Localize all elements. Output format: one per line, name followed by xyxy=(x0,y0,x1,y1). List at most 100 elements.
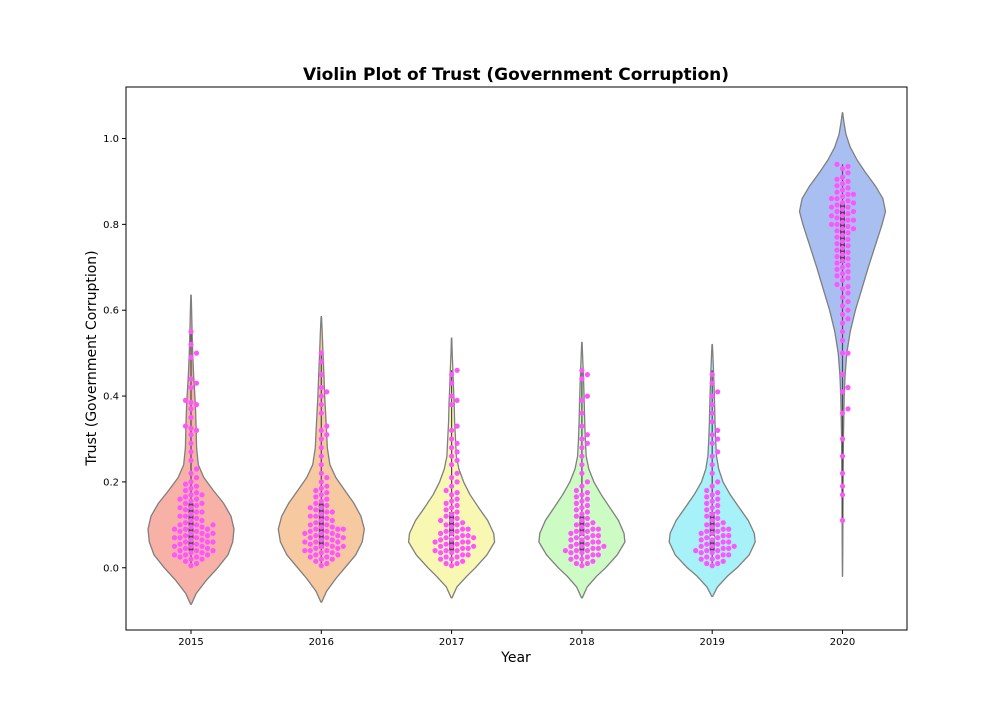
data-point-2020 xyxy=(828,221,835,227)
data-point-2015 xyxy=(193,515,200,522)
data-point-2018 xyxy=(595,552,602,558)
data-point-2019 xyxy=(715,541,721,547)
data-point-2015 xyxy=(182,520,189,526)
data-point-2020 xyxy=(839,219,846,225)
data-point-2018 xyxy=(579,543,585,549)
data-point-2015 xyxy=(193,402,200,408)
data-point-2018 xyxy=(579,498,585,504)
data-point-2019 xyxy=(709,419,715,425)
data-point-2018 xyxy=(579,453,585,459)
data-point-2015 xyxy=(182,507,189,513)
data-point-2019 xyxy=(720,545,726,552)
data-point-2016 xyxy=(318,359,324,365)
data-point-2016 xyxy=(324,515,330,522)
data-point-2016 xyxy=(324,535,330,541)
data-point-2017 xyxy=(443,522,449,528)
data-point-2020 xyxy=(839,264,846,270)
data-point-2016 xyxy=(313,545,319,552)
data-point-2015 xyxy=(177,513,183,519)
data-point-2018 xyxy=(568,543,574,549)
data-point-2020 xyxy=(839,206,846,212)
data-point-2020 xyxy=(845,170,851,176)
data-point-2017 xyxy=(465,545,471,552)
data-point-2015 xyxy=(193,490,200,496)
data-point-2017 xyxy=(454,535,460,541)
data-point-2018 xyxy=(579,423,585,429)
data-point-2015 xyxy=(199,509,205,515)
data-point-2015 xyxy=(188,479,194,485)
data-point-2017 xyxy=(449,530,455,537)
data-point-2019 xyxy=(709,380,715,386)
data-point-2016 xyxy=(318,393,324,399)
data-point-2016 xyxy=(335,552,341,558)
data-point-2017 xyxy=(454,541,460,547)
data-point-2015 xyxy=(204,545,211,552)
data-point-2015 xyxy=(199,492,205,498)
data-point-2019 xyxy=(709,530,715,537)
data-point-2016 xyxy=(318,453,324,459)
data-point-2018 xyxy=(568,537,574,543)
data-point-2018 xyxy=(579,550,585,556)
data-point-2019 xyxy=(704,535,710,541)
data-point-2017 xyxy=(454,397,460,403)
data-point-2016 xyxy=(313,513,319,519)
data-point-2020 xyxy=(839,311,846,318)
data-point-2017 xyxy=(449,393,455,399)
data-point-2015 xyxy=(177,505,183,511)
data-point-2018 xyxy=(584,535,591,541)
data-point-2015 xyxy=(193,554,200,560)
data-point-2020 xyxy=(839,232,846,238)
data-point-2016 xyxy=(324,554,330,560)
data-point-2018 xyxy=(579,436,585,442)
y-tick-label: 0.2 xyxy=(103,477,119,488)
data-point-2016 xyxy=(324,560,330,567)
data-point-2018 xyxy=(579,517,585,524)
data-point-2015 xyxy=(204,552,211,558)
data-point-2020 xyxy=(845,230,851,236)
data-point-2015 xyxy=(188,329,194,335)
data-point-2017 xyxy=(449,537,455,543)
data-point-2016 xyxy=(324,541,330,547)
data-point-2019 xyxy=(709,393,715,399)
data-point-2020 xyxy=(834,208,840,215)
data-point-2019 xyxy=(698,550,704,556)
data-point-2015 xyxy=(199,500,205,506)
data-point-2017 xyxy=(460,552,466,558)
data-point-2016 xyxy=(307,505,313,511)
data-point-2017 xyxy=(460,526,466,532)
data-point-2017 xyxy=(449,498,455,504)
data-point-2015 xyxy=(188,537,194,543)
data-point-2016 xyxy=(329,556,335,562)
data-point-2020 xyxy=(839,389,846,395)
data-point-2018 xyxy=(579,410,585,416)
data-point-2018 xyxy=(573,560,580,567)
data-point-2019 xyxy=(698,556,704,562)
data-point-2020 xyxy=(850,208,857,215)
data-point-2018 xyxy=(579,397,585,403)
data-point-2020 xyxy=(845,163,851,169)
data-point-2015 xyxy=(193,483,200,489)
data-point-2020 xyxy=(834,221,840,227)
data-point-2018 xyxy=(595,539,602,545)
data-point-2018 xyxy=(601,543,607,549)
data-point-2015 xyxy=(171,552,178,558)
data-point-2020 xyxy=(839,200,846,206)
data-point-2020 xyxy=(850,191,857,197)
data-point-2020 xyxy=(839,245,846,251)
data-point-2015 xyxy=(193,548,200,554)
data-point-2015 xyxy=(193,427,200,433)
data-point-2015 xyxy=(210,539,216,545)
data-point-2019 xyxy=(709,453,715,459)
data-point-2017 xyxy=(432,548,438,554)
data-point-2016 xyxy=(313,487,319,494)
data-point-2020 xyxy=(850,217,857,223)
data-point-2019 xyxy=(709,470,715,476)
data-point-2015 xyxy=(193,541,200,547)
data-point-2015 xyxy=(199,524,205,530)
data-point-2015 xyxy=(210,530,216,537)
data-point-2015 xyxy=(182,558,189,564)
data-point-2015 xyxy=(182,481,189,487)
data-point-2020 xyxy=(828,204,835,210)
x-tick-label: 2018 xyxy=(569,637,594,648)
data-point-2017 xyxy=(454,423,460,429)
